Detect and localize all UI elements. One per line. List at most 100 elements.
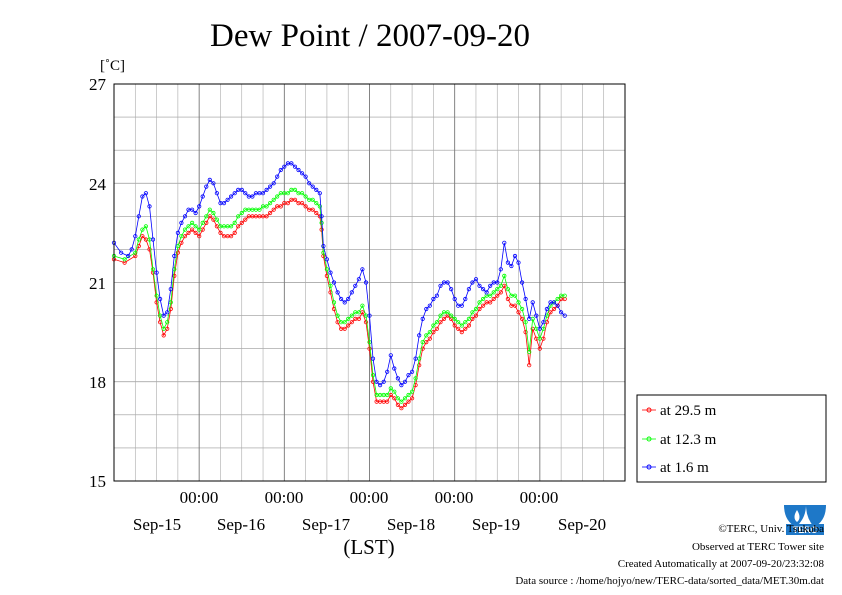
data-point xyxy=(530,300,535,305)
data-point xyxy=(420,316,425,321)
data-point xyxy=(239,210,244,216)
data-point xyxy=(328,283,333,288)
data-point xyxy=(473,306,479,312)
data-point xyxy=(296,167,301,173)
data-point xyxy=(406,372,411,378)
data-point xyxy=(424,306,429,312)
data-point xyxy=(207,177,212,182)
data-point xyxy=(381,379,386,384)
data-point xyxy=(417,333,422,338)
data-point xyxy=(158,296,163,302)
data-point xyxy=(236,224,241,229)
data-point xyxy=(427,329,432,335)
data-point xyxy=(346,323,351,328)
data-point xyxy=(299,191,305,196)
data-point xyxy=(239,187,244,192)
data-point xyxy=(516,300,521,305)
data-point xyxy=(321,244,326,249)
data-point xyxy=(409,396,415,401)
data-point xyxy=(292,197,298,202)
x-time-tick-label: 00:00 xyxy=(435,488,474,507)
data-point xyxy=(310,184,315,189)
data-point xyxy=(395,402,400,407)
grid-lines xyxy=(114,84,625,481)
data-point xyxy=(285,201,290,206)
data-point xyxy=(211,181,216,186)
data-point xyxy=(179,220,184,225)
data-point xyxy=(438,313,443,318)
x-time-tick-label: 00:00 xyxy=(180,488,219,507)
data-point xyxy=(200,194,205,199)
data-point xyxy=(140,227,145,232)
data-point xyxy=(448,313,454,318)
data-point xyxy=(172,253,177,259)
data-point xyxy=(285,191,290,196)
data-point xyxy=(299,201,305,206)
data-point xyxy=(456,326,461,331)
data-point xyxy=(488,293,493,298)
data-point xyxy=(413,376,418,381)
data-point xyxy=(463,296,468,302)
data-point xyxy=(175,230,180,235)
data-point xyxy=(267,201,273,206)
data-point xyxy=(445,310,450,315)
data-point xyxy=(154,293,159,298)
data-point xyxy=(328,270,333,275)
data-point xyxy=(190,207,195,212)
legend-box xyxy=(636,394,827,483)
data-point xyxy=(480,286,486,292)
data-point xyxy=(374,379,379,384)
data-point xyxy=(388,386,393,391)
data-point xyxy=(225,197,230,202)
data-point xyxy=(459,329,464,335)
data-point xyxy=(229,224,234,229)
data-point xyxy=(193,224,198,229)
data-point xyxy=(544,306,550,312)
data-point xyxy=(179,234,184,239)
data-point xyxy=(172,273,177,278)
data-point xyxy=(555,296,560,302)
data-point xyxy=(356,316,361,321)
data-point xyxy=(218,230,223,235)
series-line xyxy=(113,162,565,386)
data-point xyxy=(275,194,280,199)
data-point xyxy=(395,396,400,401)
data-point xyxy=(264,187,269,192)
data-point xyxy=(193,210,198,216)
data-point xyxy=(250,194,255,199)
data-point xyxy=(232,230,237,235)
data-point xyxy=(335,290,340,295)
data-point xyxy=(204,184,209,189)
data-point xyxy=(523,296,528,302)
data-point xyxy=(392,366,397,371)
chart-title: Dew Point / 2007-09-20 xyxy=(210,18,530,54)
data-point xyxy=(165,320,170,325)
data-point xyxy=(161,326,166,331)
data-point xyxy=(420,339,425,345)
data-point xyxy=(562,293,567,298)
data-point xyxy=(551,306,557,312)
data-point xyxy=(402,379,408,384)
data-point xyxy=(349,290,354,295)
data-point xyxy=(319,214,324,219)
legend-label: at 12.3 m xyxy=(660,432,717,448)
data-point xyxy=(264,214,269,219)
data-point xyxy=(385,399,390,404)
data-point xyxy=(197,234,202,239)
data-point xyxy=(239,220,244,225)
data-point xyxy=(377,382,383,388)
data-point xyxy=(395,376,400,381)
data-point xyxy=(317,191,322,196)
y-tick-label: 18 xyxy=(89,373,106,392)
logo-text: TERC xyxy=(793,525,818,535)
data-point xyxy=(477,300,482,305)
data-point xyxy=(314,187,319,192)
data-point xyxy=(541,320,546,325)
data-point xyxy=(236,214,241,219)
data-point xyxy=(299,171,305,176)
data-point xyxy=(558,310,564,315)
data-point xyxy=(317,204,322,209)
data-point xyxy=(537,336,542,341)
x-axis-title: (LST) xyxy=(343,535,394,559)
legend-label: at 29.5 m xyxy=(660,403,717,419)
